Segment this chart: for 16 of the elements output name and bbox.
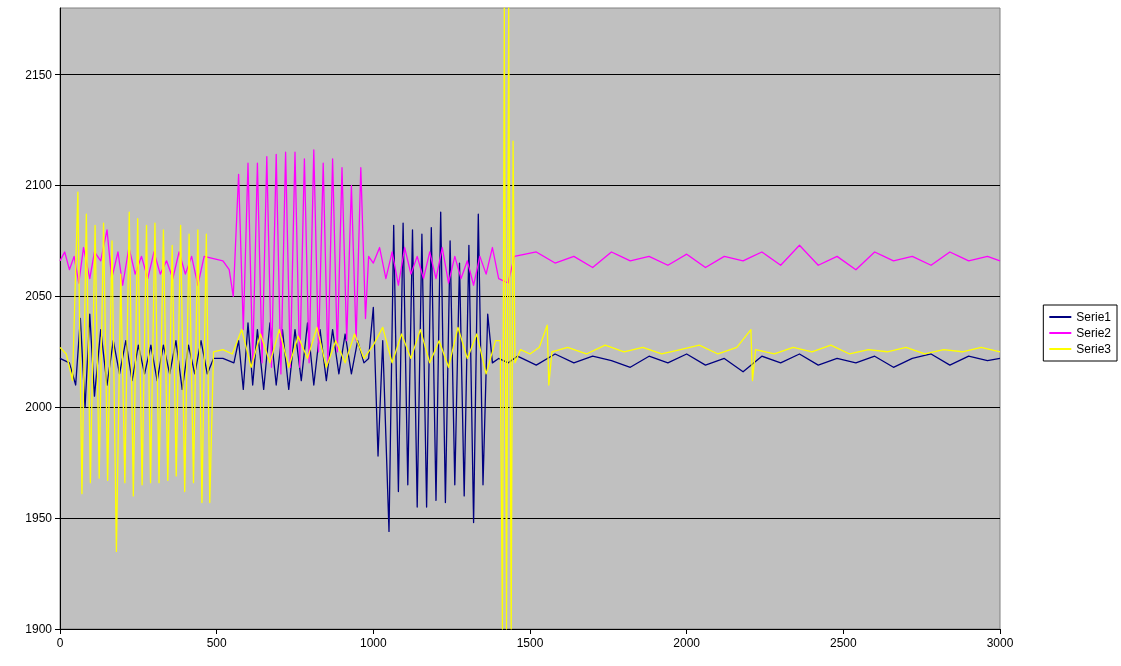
x-tick-label: 500 [206,636,227,650]
legend-label: Serie2 [1076,326,1112,340]
y-tick-label: 1950 [25,511,53,526]
y-tick-label: 1900 [25,622,53,636]
legend-label: Serie3 [1076,342,1112,356]
x-tick-label: 2500 [829,636,857,650]
x-tick-label: 0 [56,636,64,650]
x-tick-label: 1500 [516,636,544,650]
x-tick-label: 2000 [673,636,701,650]
y-tick-label: 2000 [25,400,53,415]
y-tick-label: 2050 [25,289,53,304]
y-tick-label: 2150 [25,67,53,82]
x-tick-label: 1000 [359,636,387,650]
x-tick-label: 3000 [986,636,1014,650]
legend-label: Serie1 [1076,310,1112,324]
y-tick-label: 2100 [25,178,53,193]
